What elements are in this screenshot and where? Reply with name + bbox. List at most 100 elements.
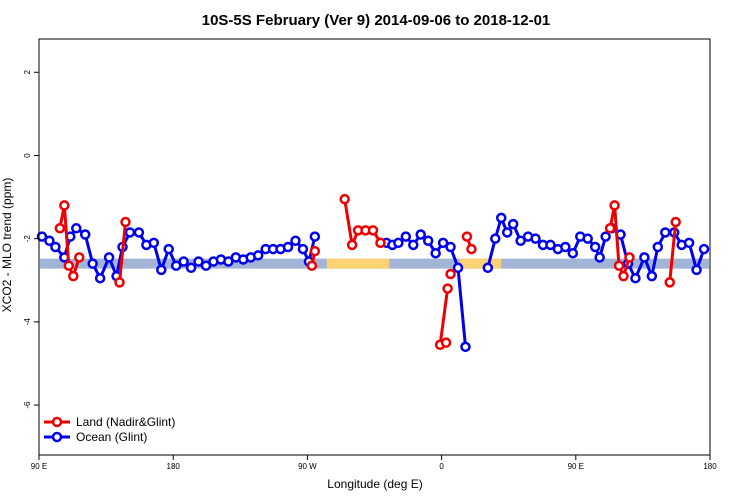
land-line-3 [343, 198, 382, 247]
x-axis: 90 E 180 90 W 0 90 E 180 [31, 455, 717, 471]
ocean-point-0-17 [163, 243, 174, 255]
x-axis-label: Longitude (deg E) [327, 477, 422, 491]
x-tick-label-2: 90 W [298, 462, 317, 471]
ocean-point-2-1 [490, 233, 501, 244]
ocean-point-2-16 [594, 252, 605, 263]
land-point-0-4 [74, 252, 85, 263]
ocean-point-0-2 [50, 241, 61, 253]
land-line-6 [668, 221, 678, 283]
ocean-point-0-13 [133, 227, 145, 238]
land-point-4-0 [461, 231, 473, 242]
land-point-5-0 [604, 223, 616, 234]
land-point-3-4 [367, 225, 379, 236]
legend-label-1: Ocean (Glint) [76, 430, 147, 444]
ocean-point-1-10 [452, 262, 464, 274]
land-point-2-0 [306, 260, 318, 271]
ocean-point-0-9 [103, 252, 115, 263]
land-point-8-0 [445, 268, 456, 280]
ocean-point-2-7 [530, 233, 541, 244]
land-line-1 [118, 221, 127, 283]
ocean-point-0-8 [94, 272, 106, 284]
y-tick-label-0: 2 [23, 70, 32, 75]
land-point-6-0 [664, 277, 675, 288]
y-tick-label-2: -2 [23, 235, 32, 243]
plot-frame [38, 38, 711, 456]
y-tick-label-4: -6 [23, 401, 32, 409]
land-point-4-1 [466, 243, 477, 255]
land-line-7 [438, 288, 450, 347]
ocean-point-2-4 [507, 218, 519, 230]
ocean-point-0-5 [71, 223, 82, 234]
ocean-point-0-35 [297, 243, 309, 255]
ocean-point-0-16 [156, 264, 167, 276]
ocean-point-2-23 [646, 270, 658, 282]
y-axis: 2 0 -2 -4 -6 [23, 70, 39, 409]
land-point-3-5 [375, 237, 386, 249]
surface-type-bar [40, 258, 709, 269]
ocean-point-1-6 [422, 235, 434, 247]
ocean-point-2-2 [495, 212, 507, 224]
land-point-3-1 [346, 239, 358, 251]
ocean-point-0-15 [148, 237, 160, 249]
ocean-point-1-7 [430, 247, 441, 259]
ocean-point-0-1 [44, 235, 55, 247]
ocean-point-0-34 [290, 235, 301, 247]
ocean-point-2-22 [639, 252, 650, 263]
ocean-line-1 [385, 233, 467, 347]
land-point-3-0 [339, 193, 350, 205]
ocean-point-0-19 [178, 256, 189, 267]
land-point-6-1 [670, 216, 681, 228]
ocean-point-1-5 [415, 229, 426, 240]
ocean-point-0-21 [193, 256, 204, 267]
x-tick-label-0: 90 E [31, 462, 47, 471]
y-axis-label: XCO2 - MLO trend (ppm) [0, 178, 14, 313]
ocean-point-2-12 [567, 247, 579, 259]
ocean-point-2-14 [582, 233, 593, 244]
ocean-point-2-11 [560, 241, 571, 253]
x-tick-label-1: 180 [167, 462, 181, 471]
ocean-point-0-7 [87, 258, 98, 269]
ocean-point-0-20 [185, 262, 197, 274]
land-point-5-2 [613, 260, 625, 271]
land-point-0-3 [68, 270, 79, 282]
legend-marker-1 [51, 431, 63, 443]
ocean-point-1-8 [437, 237, 449, 249]
land-point-1-0 [114, 277, 125, 288]
y-tick-label-1: 0 [23, 153, 32, 158]
ocean-point-2-3 [501, 227, 513, 238]
legend-label-0: Land (Nadir&Glint) [76, 415, 175, 429]
ocean-point-0-33 [282, 241, 294, 253]
surface-bar-land-1 [459, 258, 502, 269]
x-tick-label-3: 0 [439, 462, 444, 471]
legend-marker-0 [51, 416, 63, 428]
y-tick-label-3: -4 [23, 318, 32, 326]
land-point-5-3 [618, 270, 629, 282]
land-point-7-2 [440, 337, 452, 348]
series-layer [36, 193, 710, 353]
land-point-7-0 [442, 283, 453, 294]
ocean-point-2-0 [482, 262, 494, 274]
ocean-point-2-5 [515, 235, 526, 247]
ocean-point-2-25 [660, 227, 671, 238]
ocean-point-2-9 [545, 239, 556, 251]
ocean-point-2-15 [589, 241, 601, 253]
ocean-point-1-3 [400, 231, 412, 242]
land-point-2-1 [309, 245, 321, 257]
legend: Land (Nadir&Glint)Ocean (Glint) [44, 415, 175, 444]
ocean-point-1-4 [408, 239, 419, 251]
land-point-1-1 [120, 216, 131, 228]
ocean-point-1-11 [460, 341, 471, 353]
ocean-point-2-17 [600, 231, 611, 242]
ocean-point-0-22 [200, 260, 212, 271]
ocean-point-0-0 [36, 231, 48, 242]
ocean-point-0-6 [79, 229, 91, 240]
x-tick-label-5: 180 [703, 462, 717, 471]
land-point-0-2 [63, 260, 75, 271]
ocean-point-2-28 [683, 237, 695, 249]
ocean-point-2-21 [630, 272, 641, 284]
land-point-5-4 [624, 252, 635, 263]
ocean-point-0-37 [309, 231, 321, 242]
ocean-point-0-29 [252, 250, 264, 261]
ocean-point-1-9 [445, 241, 456, 253]
